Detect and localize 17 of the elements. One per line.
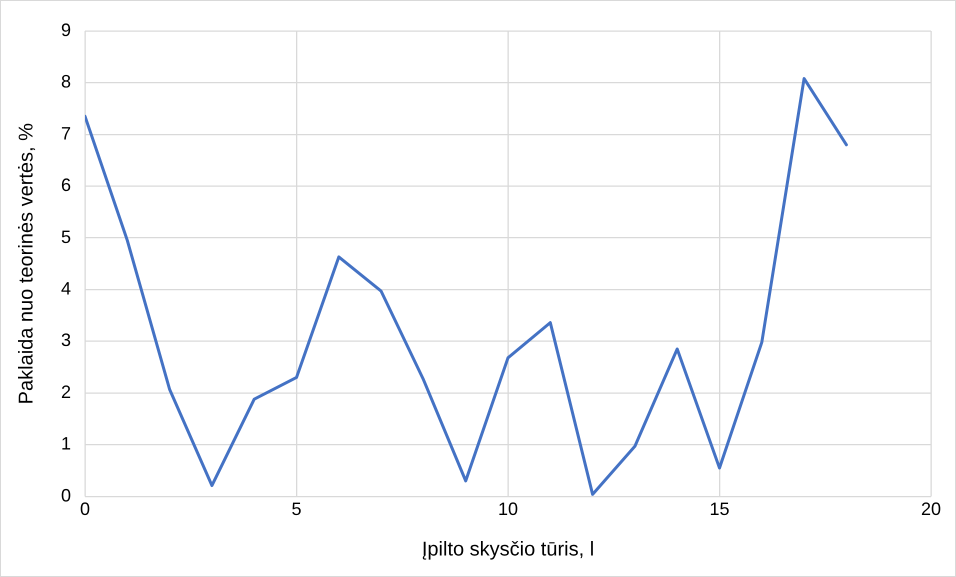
x-tick-label: 20 <box>920 499 942 520</box>
y-tick-label: 7 <box>60 123 72 144</box>
y-tick-label: 8 <box>60 72 72 92</box>
x-tick-label: 15 <box>709 499 730 520</box>
y-tick-label: 6 <box>60 175 72 196</box>
y-tick-label: 9 <box>60 20 72 40</box>
x-tick-label: 10 <box>498 499 518 520</box>
x-axis-title: Įpilto skysčio tūris, l <box>422 538 594 561</box>
y-tick-label: 2 <box>60 382 72 402</box>
x-tick-label: 0 <box>80 499 90 520</box>
y-tick-label: 1 <box>60 434 72 454</box>
y-tick-label: 3 <box>60 330 72 350</box>
y-axis-title: Paklaida nuo teorinės vertės, % <box>16 122 38 404</box>
y-tick-label: 5 <box>60 226 72 247</box>
x-tick-label: 5 <box>292 499 302 520</box>
y-tick-label: 4 <box>60 278 72 299</box>
y-tick-label: 0 <box>60 485 72 506</box>
